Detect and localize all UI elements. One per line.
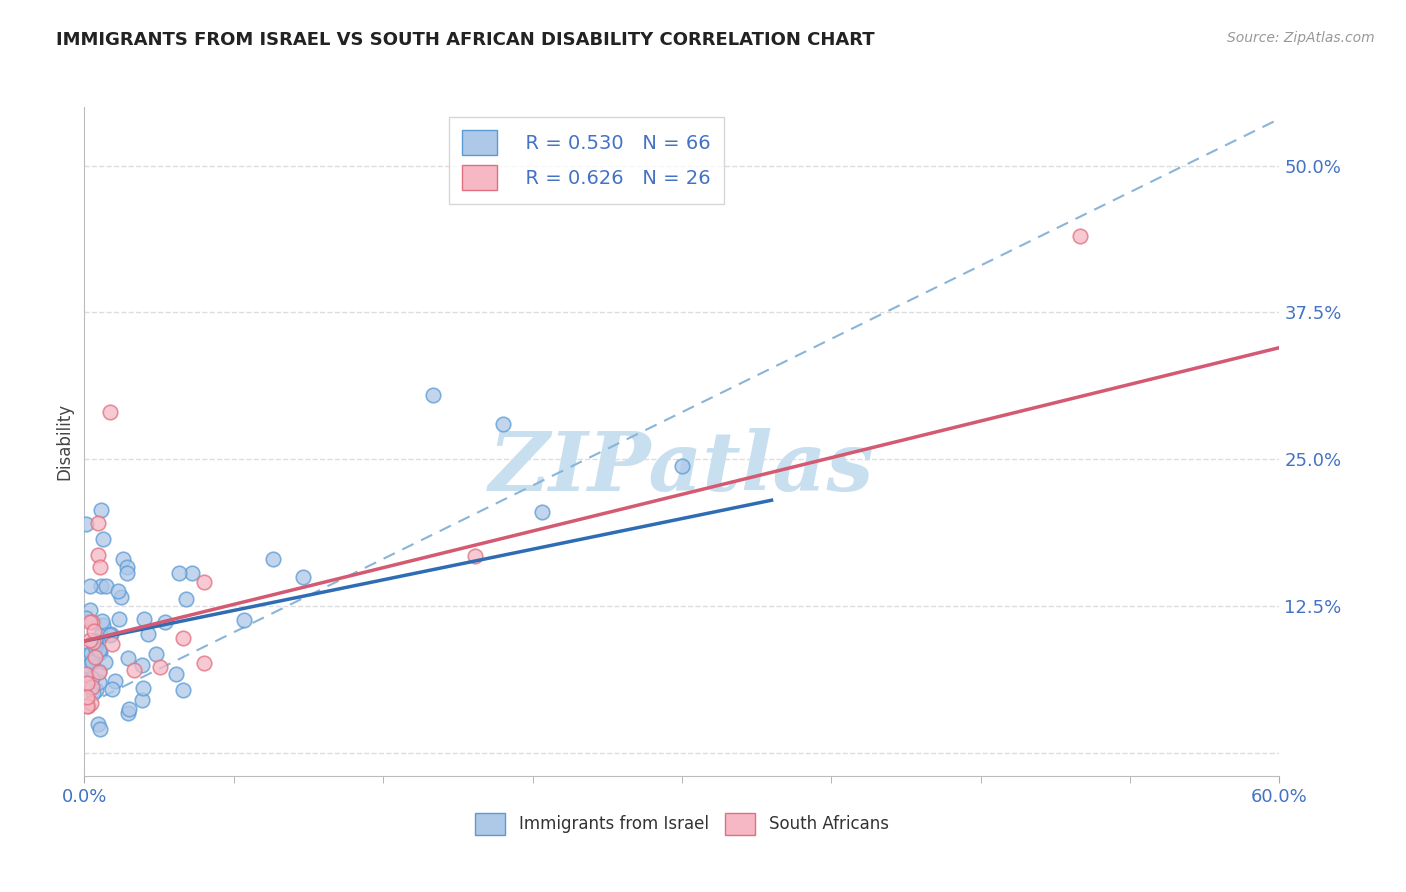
Point [153,615,176,629]
Point [90,503,112,517]
Point [117,651,139,665]
Point [98,628,121,642]
Point [82,653,104,667]
Point [90,579,112,593]
Point [89,645,111,659]
Point [172,683,194,698]
Point [132,681,155,695]
Point [82,685,104,699]
Point [115,559,138,574]
Point [104,674,127,689]
Point [112,551,135,566]
Point [87,646,110,660]
Point [93,617,115,632]
Point [108,612,131,626]
Point [75,648,97,662]
Point [193,575,215,590]
Point [80,671,103,685]
Legend: Immigrants from Israel, South Africans: Immigrants from Israel, South Africans [468,806,896,841]
Point [84,634,107,648]
Point [132,612,155,626]
Point [87,642,110,657]
Point [107,583,129,598]
Point [79,579,101,593]
Point [145,647,167,661]
Point [75,667,97,681]
Point [76,676,98,690]
Point [165,666,187,681]
Point [91,614,114,628]
Point [86,516,108,530]
Point [80,615,103,629]
Point [464,549,486,563]
Point [149,659,172,673]
Point [96,579,118,593]
Point [671,459,693,474]
Point [79,646,101,660]
Point [93,656,115,670]
Point [117,706,139,720]
Point [193,657,215,671]
Point [76,690,98,704]
Point [79,603,101,617]
Point [84,649,107,664]
Point [75,517,97,532]
Point [174,592,197,607]
Point [76,698,98,713]
Point [89,560,111,574]
Point [1069,229,1091,244]
Point [110,590,132,604]
Point [84,683,107,698]
Text: IMMIGRANTS FROM ISRAEL VS SOUTH AFRICAN DISABILITY CORRELATION CHART: IMMIGRANTS FROM ISRAEL VS SOUTH AFRICAN … [56,31,875,49]
Point [232,613,254,627]
Point [79,632,101,647]
Point [87,717,110,731]
Point [84,636,107,650]
Point [80,680,103,694]
Point [131,658,153,673]
Y-axis label: Disability: Disability [55,403,73,480]
Point [101,637,124,651]
Point [138,627,160,641]
Point [76,659,98,673]
Point [181,566,204,581]
Point [115,566,138,580]
Text: ZIPatlas: ZIPatlas [489,428,875,508]
Point [75,664,97,678]
Point [122,663,145,677]
Point [89,722,111,736]
Point [172,631,194,645]
Point [91,533,114,547]
Point [100,626,122,640]
Point [87,548,110,562]
Point [89,629,111,643]
Text: Source: ZipAtlas.com: Source: ZipAtlas.com [1227,31,1375,45]
Point [75,666,97,681]
Point [169,566,191,581]
Point [80,650,103,665]
Point [83,633,105,648]
Point [100,681,122,696]
Point [89,664,111,678]
Point [75,611,97,625]
Point [87,674,110,689]
Point [83,624,105,639]
Point [77,698,100,713]
Point [531,505,554,519]
Point [84,640,107,654]
Point [82,634,104,648]
Point [131,693,153,707]
Point [79,615,101,630]
Point [89,665,111,680]
Point [262,552,284,566]
Point [292,570,315,584]
Point [80,655,103,669]
Point [422,387,444,401]
Point [492,417,515,431]
Point [80,696,103,710]
Point [118,702,141,716]
Point [98,405,121,419]
